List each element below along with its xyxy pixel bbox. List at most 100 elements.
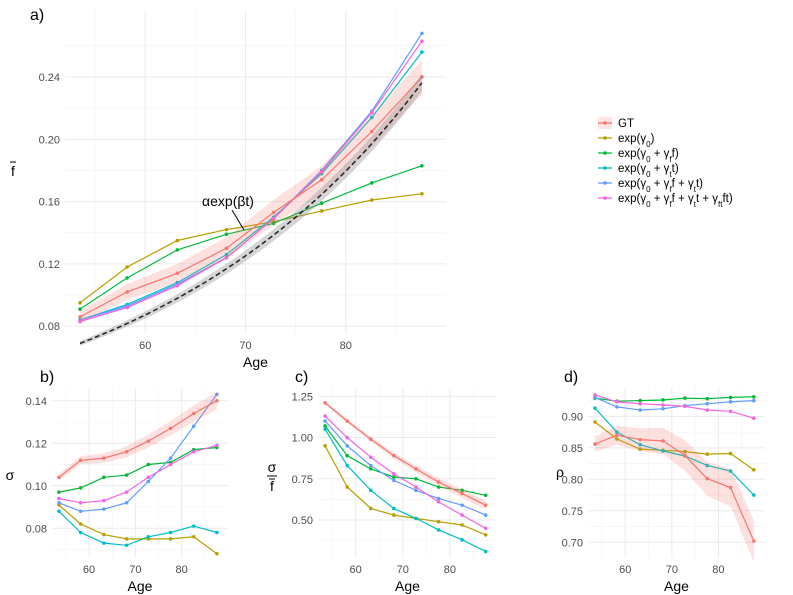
x-tick-label: 70 <box>397 564 409 576</box>
data-point <box>323 401 327 405</box>
data-point <box>420 75 424 79</box>
data-point <box>392 478 396 483</box>
data-point <box>460 488 464 493</box>
data-point <box>370 111 374 115</box>
data-point <box>705 396 710 401</box>
data-point <box>638 401 642 406</box>
data-point <box>323 414 327 418</box>
data-point <box>175 238 180 243</box>
series-band <box>58 392 217 481</box>
series-line <box>594 396 754 402</box>
x-tick-label: 60 <box>619 564 631 576</box>
panel-label: b) <box>40 369 54 386</box>
data-point <box>420 163 424 168</box>
panel-1: 60 70 80 0.08 0.10 0.12 0.14 Age σ b) <box>6 369 228 594</box>
x-tick-label: 70 <box>129 564 141 576</box>
data-point <box>224 227 229 232</box>
y-tick-label: 1.25 <box>292 391 313 403</box>
data-point <box>78 486 83 490</box>
data-point <box>102 541 106 545</box>
series-g0ftft <box>57 443 219 505</box>
series-line <box>58 510 218 546</box>
series-line <box>594 396 754 411</box>
data-point <box>57 490 61 494</box>
data-point <box>168 530 173 535</box>
series-line <box>594 394 754 419</box>
series-line <box>324 420 486 516</box>
data-point <box>191 449 196 454</box>
series-line <box>58 400 218 478</box>
data-point <box>271 210 276 215</box>
data-point <box>460 538 464 542</box>
data-point <box>436 496 441 501</box>
data-point <box>638 437 642 442</box>
series-g0ftft <box>78 39 424 324</box>
data-point <box>215 392 219 397</box>
data-point <box>615 437 619 441</box>
data-point <box>224 246 229 251</box>
data-point <box>414 485 418 489</box>
data-point <box>57 500 61 505</box>
series-g0t <box>78 50 424 322</box>
data-point <box>271 216 276 221</box>
data-point <box>78 301 82 305</box>
data-point <box>683 396 687 400</box>
data-point <box>483 493 488 498</box>
data-point <box>102 532 106 537</box>
data-point <box>615 400 619 404</box>
data-point <box>78 500 83 505</box>
data-point <box>125 265 129 269</box>
data-point <box>175 283 180 288</box>
series-g0ft <box>78 31 424 322</box>
series-band <box>595 425 754 562</box>
y-tick-label: 0.12 <box>39 259 60 271</box>
x-tick-label: 70 <box>239 340 251 352</box>
legend-marker <box>603 151 607 155</box>
data-point <box>752 416 756 421</box>
data-point <box>593 406 597 410</box>
data-point <box>319 201 324 205</box>
legend-marker <box>603 121 607 125</box>
data-point <box>414 488 418 493</box>
data-point <box>323 443 327 448</box>
data-point <box>436 519 441 524</box>
panel-label: c) <box>295 369 308 386</box>
data-point <box>102 475 106 480</box>
data-point <box>368 506 373 511</box>
y-axis-label-text: ρ <box>556 464 564 480</box>
data-point <box>483 526 488 531</box>
fit-annotation: αexp(βt) <box>202 193 254 209</box>
data-point <box>368 467 373 471</box>
data-point <box>705 408 710 412</box>
data-point <box>483 513 488 517</box>
data-point <box>124 543 129 548</box>
data-point <box>752 539 756 543</box>
data-point <box>436 485 441 489</box>
panel-label: d) <box>564 369 578 386</box>
series-line <box>58 444 218 504</box>
data-point <box>705 401 710 406</box>
y-tick-label: 0.12 <box>26 438 47 450</box>
data-point <box>319 177 324 182</box>
x-tick-label: 60 <box>139 340 151 352</box>
data-point <box>593 442 597 446</box>
series-line <box>594 407 755 496</box>
y-axis-label: ρ <box>556 464 564 480</box>
data-point <box>728 400 733 404</box>
series-g0t <box>323 427 488 554</box>
data-point <box>728 485 733 490</box>
data-point <box>728 451 733 456</box>
series-GT <box>78 59 424 324</box>
data-point <box>593 393 597 397</box>
series-line <box>594 421 755 471</box>
x-tick-label: 80 <box>712 564 724 576</box>
data-point <box>224 232 229 237</box>
data-point <box>420 192 424 196</box>
legend-label: exp(γ0 + γff + γtt + γftft) <box>618 193 733 209</box>
series-line <box>324 428 486 552</box>
panel-2: 60 70 80 0.50 0.75 1.00 1.25 Age σf c) <box>267 369 497 594</box>
data-point <box>728 409 733 414</box>
data-point <box>345 463 350 468</box>
data-point <box>323 424 327 428</box>
data-point <box>460 513 464 517</box>
